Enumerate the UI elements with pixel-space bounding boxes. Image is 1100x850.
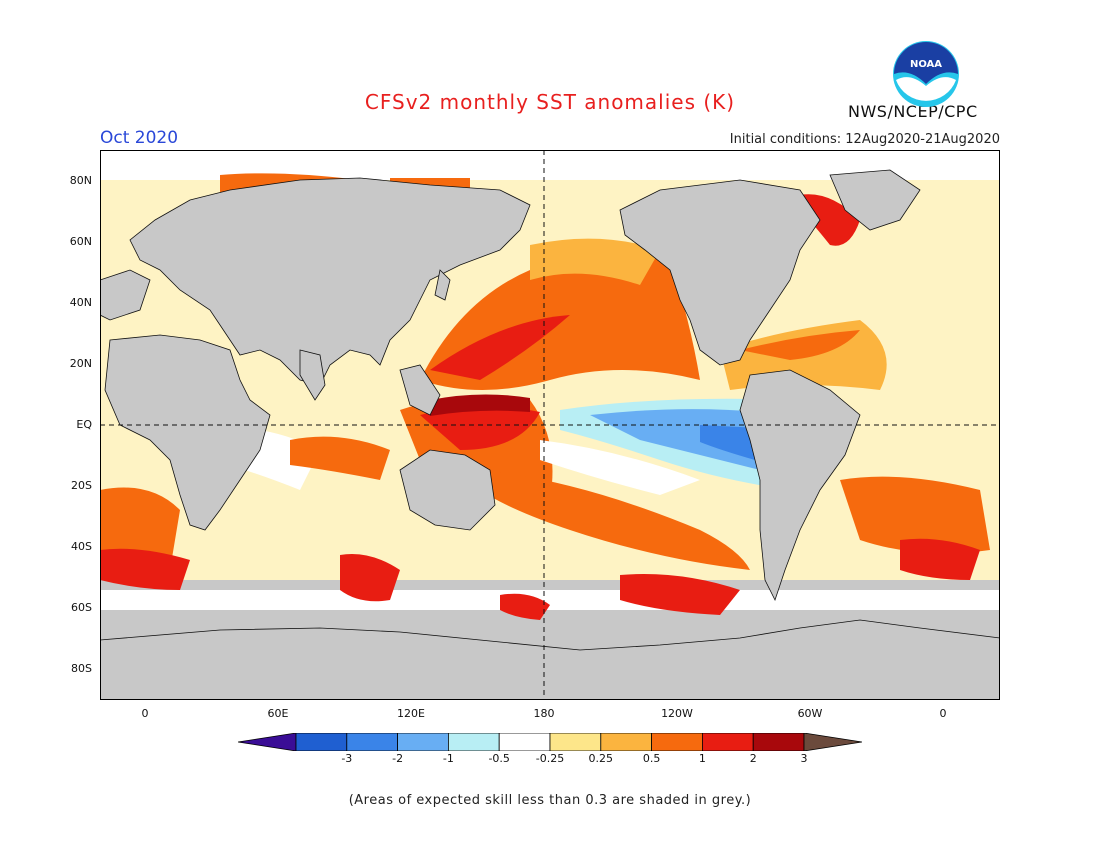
forecast-month: Oct 2020 [100, 128, 179, 148]
noaa-logo-icon: NOAA [893, 41, 959, 107]
colorbar-box [651, 733, 703, 751]
colorbar-box [498, 733, 551, 751]
color-scale-bar [238, 733, 862, 751]
colorbar-box [549, 733, 602, 751]
colorbar-tick-label: 0.25 [588, 752, 614, 765]
colorbar-box [600, 733, 652, 751]
agency-label: NWS/NCEP/CPC [848, 102, 978, 121]
chart-title: CFSv2 monthly SST anomalies (K) [364, 90, 736, 114]
colorbar-min-triangle [238, 733, 297, 751]
land-masses [100, 150, 1000, 700]
lon-label-0: 0 [141, 707, 149, 720]
colorbar-tick-label: -1 [442, 752, 454, 765]
lat-label-40n: 40N [69, 296, 92, 309]
colorbar-box [701, 733, 754, 751]
colorbar-box [447, 733, 500, 751]
colorbar-tick-label: 2 [749, 752, 757, 765]
lon-label-120e: 120E [397, 707, 425, 720]
colorbar-tick-label: -0.25 [535, 752, 565, 765]
colorbar-box [752, 733, 805, 751]
lat-label-60s: 60S [71, 601, 92, 614]
lon-label-120w: 120W [661, 707, 693, 720]
lat-label-80n: 80N [69, 174, 92, 187]
lon-label-60w: 60W [797, 707, 823, 720]
colorbar-box [397, 733, 449, 751]
colorbar-max-triangle [803, 733, 862, 751]
lat-label-80s: 80S [71, 662, 92, 675]
colorbar-tick-label: 1 [698, 752, 706, 765]
colorbar-tick-label: 3 [800, 752, 808, 765]
lat-label-20n: 20N [69, 357, 92, 370]
lon-label-60e: 60E [267, 707, 289, 720]
lon-label-0-east: 0 [939, 707, 947, 720]
lat-label-20s: 20S [71, 479, 92, 492]
colorbar-box [295, 733, 348, 751]
colorbar-tick-label: -2 [392, 752, 404, 765]
initial-conditions: Initial conditions: 12Aug2020-21Aug2020 [729, 132, 1000, 147]
lon-label-180: 180 [533, 707, 555, 720]
lat-label-40s: 40S [71, 540, 92, 553]
colorbar-tick-label: -3 [341, 752, 353, 765]
colorbar-tick-label: 0.5 [642, 752, 661, 765]
colorbar-box [346, 733, 399, 751]
lat-label-60n: 60N [69, 235, 92, 248]
sst-map [100, 150, 1000, 700]
colorbar-tick-label: -0.5 [488, 752, 510, 765]
lat-label-eq: EQ [76, 418, 92, 431]
skill-footnote: (Areas of expected skill less than 0.3 a… [348, 793, 752, 808]
logo-text: NOAA [910, 59, 942, 70]
